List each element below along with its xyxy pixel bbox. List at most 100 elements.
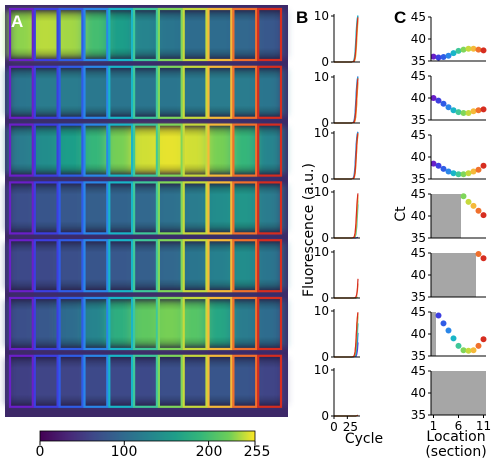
x-tick-label: 6: [455, 419, 463, 433]
panel-c: C 35404535404535404535404535404535404535…: [393, 8, 491, 459]
section-outline: [207, 7, 233, 62]
y-tick-label: 0: [321, 172, 329, 186]
y-tick-label: 10: [314, 185, 329, 199]
section-outline: [83, 354, 109, 408]
y-tick-label: 35: [411, 231, 426, 245]
ct-point: [480, 47, 487, 54]
ct-plot: 35 40 45: [411, 10, 487, 68]
y-tick-label: 35: [411, 54, 426, 68]
section-outline: [33, 181, 59, 235]
colorbar-tick-label: 200: [196, 444, 223, 459]
panel-c-x-axis-title-line1: Location: [426, 429, 485, 445]
heatmap-row-shade: [9, 123, 282, 177]
ct-point: [475, 107, 482, 114]
amplification-curve: [334, 278, 359, 299]
section-outline: [232, 296, 258, 351]
section-outline: [33, 65, 59, 119]
y-tick-label: 40: [411, 327, 426, 341]
ct-point: [440, 54, 447, 60]
ct-point: [435, 312, 442, 319]
ct-point: [475, 166, 482, 173]
section-outline: [33, 123, 59, 177]
section-outline: [8, 65, 34, 119]
section-outline: [207, 181, 233, 235]
section-outline: [182, 7, 208, 62]
ct-point: [460, 110, 467, 116]
ct-point: [465, 198, 472, 205]
y-tick-label: 40: [411, 268, 426, 282]
section-outline: [257, 65, 283, 119]
section-outline: [157, 354, 183, 408]
panel-a: A: [5, 5, 288, 417]
section-outline: [83, 65, 109, 119]
section-outline: [83, 7, 109, 62]
amplification-curve: [334, 77, 359, 124]
colorbar-gradient: [39, 430, 256, 442]
ct-plot: 35 40 45 1 6 11: [411, 364, 491, 433]
amplification-curve: [334, 200, 359, 239]
heatmap-row-shading: [9, 8, 282, 408]
heatmap-row-shade: [9, 239, 282, 293]
section-outline: [133, 123, 159, 177]
section-outline: [257, 123, 283, 177]
section-outline: [8, 7, 34, 62]
section-outline: [133, 354, 159, 408]
panel-c-plots: 3540453540453540453540453540453540453540…: [411, 10, 491, 433]
y-tick-label: 0: [321, 350, 329, 364]
y-tick-label: 35: [411, 349, 426, 363]
section-outline: [232, 354, 258, 408]
section-outline: [257, 354, 283, 408]
section-outline: [58, 7, 84, 62]
section-outline: [133, 181, 159, 235]
x-tick-label: 11: [476, 419, 491, 433]
ct-point: [445, 327, 452, 334]
ct-point: [465, 110, 472, 116]
y-tick-label: 10: [314, 363, 329, 377]
section-outline: [8, 239, 34, 293]
ct-point: [435, 162, 442, 169]
y-tick-label: 35: [411, 113, 426, 127]
panel-c-x-axis-title-line2: (section): [425, 444, 486, 459]
amplification-plot: 0 10: [314, 304, 360, 364]
heatmap-row-shade: [9, 181, 282, 235]
section-outline: [8, 123, 34, 177]
ct-point: [465, 347, 472, 354]
ct-point: [480, 162, 487, 169]
ct-plot: 35 40 45: [411, 187, 487, 245]
section-outline: [257, 239, 283, 293]
panel-label-b: B: [296, 8, 308, 27]
section-outline: [182, 123, 208, 177]
heatmap-row-shade: [9, 354, 282, 408]
section-outline: [133, 239, 159, 293]
ct-point: [450, 50, 457, 57]
amplification-plot: 0 10: [314, 245, 360, 305]
y-tick-label: 0: [321, 231, 329, 245]
amplification-curve: [334, 316, 359, 358]
ct-point: [455, 109, 462, 116]
ct-point: [470, 45, 477, 52]
ct-point: [450, 335, 457, 342]
ct-point: [475, 342, 482, 349]
amplification-curve: [334, 194, 359, 239]
amplification-curve: [334, 323, 359, 358]
amplification-plot: 0 10 0 25: [314, 363, 360, 434]
section-outline: [8, 354, 34, 408]
ct-point: [445, 104, 452, 111]
ct-point: [480, 212, 487, 219]
y-tick-label: 35: [411, 172, 426, 186]
section-outline: [83, 296, 109, 351]
ct-point: [465, 170, 472, 177]
section-outline: [58, 65, 84, 119]
y-tick-label: 0: [321, 116, 329, 130]
amplification-plot: 0 10: [314, 185, 360, 245]
amplification-curve: [334, 312, 359, 358]
ct-plot: 35 40 45: [411, 128, 487, 186]
section-outline: [182, 354, 208, 408]
section-outline: [58, 123, 84, 177]
section-outline: [232, 239, 258, 293]
heatmap-row-shade: [9, 8, 282, 61]
y-tick-label: 45: [411, 246, 426, 260]
y-tick-label: 0: [321, 55, 329, 69]
